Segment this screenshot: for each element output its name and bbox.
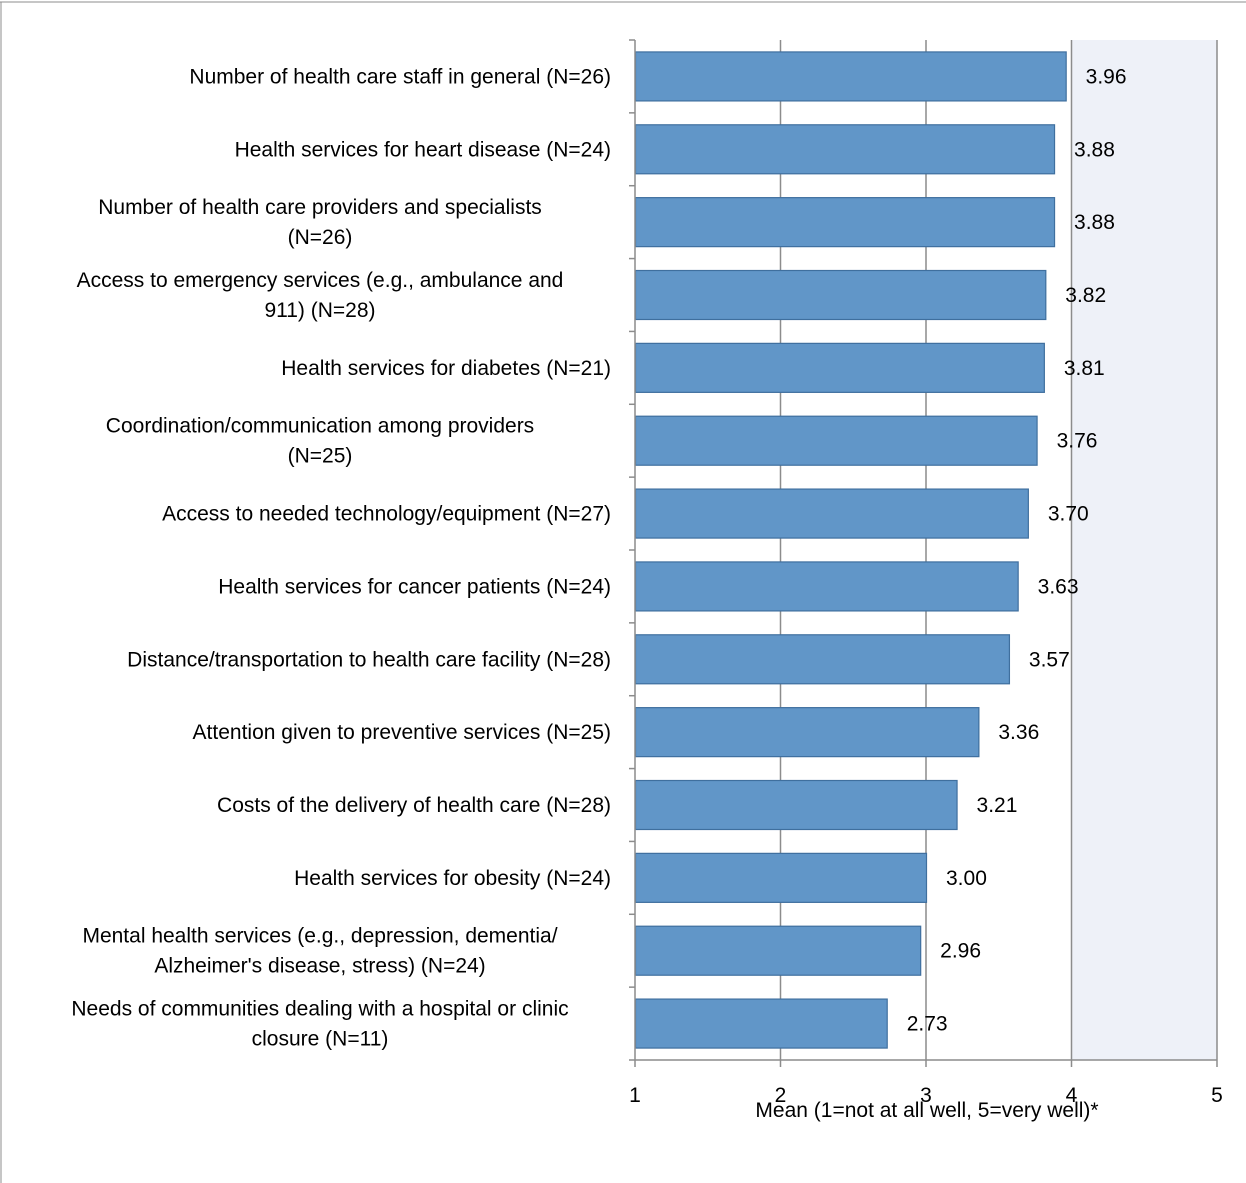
x-tick-label-1: 1 (629, 1084, 641, 1107)
category-label-8: Health services for cancer patients (N=2… (218, 575, 611, 598)
x-axis-title: Mean (1=not at all well, 5=very well)* (755, 1099, 1098, 1122)
x-tick-label-4: 4 (1066, 1084, 1078, 1107)
value-label-10: 3.36 (998, 721, 1039, 744)
bar-14 (634, 998, 888, 1049)
value-labels: 3.96 3.88 3.88 3.82 3.81 3.76 3.70 3.63 3.57 3.36… (907, 65, 1127, 1035)
bar-1 (634, 51, 1067, 102)
value-label-6: 3.76 (1057, 430, 1098, 453)
category-label-3-line-2: (N=26) (288, 226, 353, 249)
x-tick-label-3: 3 (920, 1084, 932, 1107)
category-label-2: Health services for heart disease (N=24) (235, 138, 611, 161)
category-label-7-line-1: Access to needed technology/equipment (N… (162, 503, 611, 526)
category-label-9-line-1: Distance/transportation to health care f… (127, 648, 611, 671)
bar-13 (634, 925, 922, 976)
category-label-5: Health services for diabetes (N=21) (281, 357, 611, 380)
value-label-2: 3.88 (1074, 138, 1115, 161)
category-label-6-line-2: (N=25) (288, 445, 353, 468)
category-label-2-line-1: Health services for heart disease (N=24) (235, 138, 611, 161)
category-label-14-line-1: Needs of communities dealing with a hosp… (71, 998, 568, 1021)
category-label-7: Access to needed technology/equipment (N… (162, 503, 611, 526)
bar-3 (634, 197, 1056, 248)
value-label-8: 3.63 (1038, 575, 1079, 598)
category-label-12: Health services for obesity (N=24) (294, 867, 611, 890)
value-label-7: 3.70 (1048, 503, 1089, 526)
category-label-10-line-1: Attention given to preventive services (… (193, 721, 611, 744)
category-label-13-line-1: Mental health services (e.g., depression… (82, 925, 557, 948)
bar-12 (634, 852, 928, 903)
value-label-5: 3.81 (1064, 357, 1105, 380)
bar-6 (634, 415, 1038, 466)
value-label-9: 3.57 (1029, 648, 1070, 671)
bar-9 (634, 634, 1011, 685)
x-tick-label-2: 2 (775, 1084, 787, 1107)
category-label-4-line-1: Access to emergency services (e.g., ambu… (77, 269, 564, 292)
bar-2 (634, 124, 1056, 175)
bar-7 (634, 488, 1029, 539)
category-label-13: Mental health services (e.g., depression… (82, 925, 557, 978)
value-label-14: 2.73 (907, 1013, 948, 1036)
value-label-11: 3.21 (977, 794, 1018, 817)
bar-11 (634, 779, 958, 831)
category-label-5-line-1: Health services for diabetes (N=21) (281, 357, 611, 380)
category-label-6-line-1: Coordination/communication among provide… (106, 415, 534, 438)
x-tick-labels: 1 2 3 4 5 (629, 1084, 1223, 1107)
category-label-1-line-1: Number of health care staff in general (… (189, 65, 611, 88)
category-label-3: Number of health care providers and spec… (98, 196, 542, 249)
bar-8 (634, 561, 1019, 612)
category-label-1: Number of health care staff in general (… (189, 65, 611, 88)
shaded-band (1071, 40, 1217, 1060)
category-label-13-line-2: Alzheimer's disease, stress) (N=24) (154, 955, 485, 978)
category-label-11-line-1: Costs of the delivery of health care (N=… (217, 794, 611, 817)
value-label-1: 3.96 (1086, 65, 1127, 88)
value-label-4: 3.82 (1065, 284, 1106, 307)
bar-10 (634, 707, 980, 758)
bars (634, 51, 1067, 1049)
category-label-10: Attention given to preventive services (… (193, 721, 611, 744)
category-label-14: Needs of communities dealing with a hosp… (71, 998, 568, 1051)
category-label-6: Coordination/communication among provide… (106, 415, 534, 468)
category-label-4-line-2: 911) (N=28) (264, 299, 375, 322)
category-label-9: Distance/transportation to health care f… (127, 648, 611, 671)
value-label-3: 3.88 (1074, 211, 1115, 234)
value-label-13: 2.96 (940, 940, 981, 963)
bar-5 (634, 342, 1045, 393)
category-labels: Number of health care staff in general (… (71, 65, 611, 1050)
category-label-12-line-1: Health services for obesity (N=24) (294, 867, 611, 890)
category-label-11: Costs of the delivery of health care (N=… (217, 794, 611, 817)
x-tick-label-5: 5 (1211, 1084, 1223, 1107)
category-label-4: Access to emergency services (e.g., ambu… (77, 269, 564, 322)
category-label-3-line-1: Number of health care providers and spec… (98, 196, 542, 219)
category-label-8-line-1: Health services for cancer patients (N=2… (218, 575, 611, 598)
shaded-plot-region (1071, 40, 1217, 1060)
bar-4 (634, 269, 1047, 321)
axes (629, 39, 1218, 1067)
category-label-14-line-2: closure (N=11) (252, 1028, 389, 1051)
value-label-12: 3.00 (946, 867, 987, 890)
